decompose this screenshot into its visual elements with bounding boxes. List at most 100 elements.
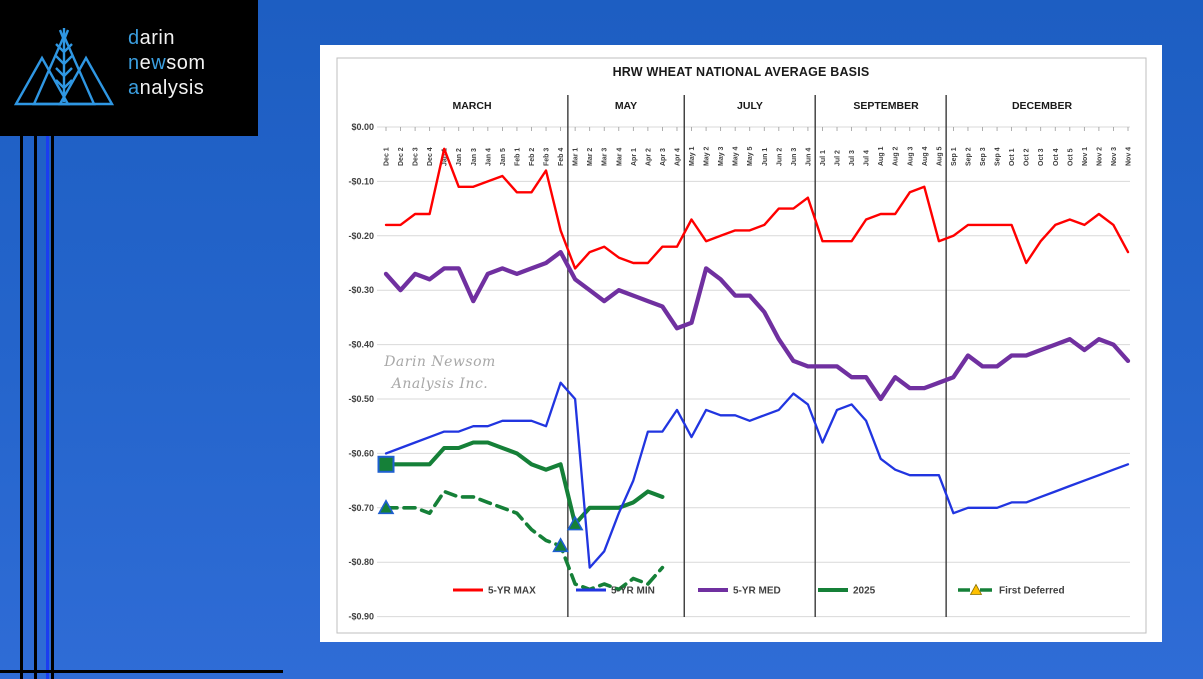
svg-text:Feb 3: Feb 3 <box>544 148 551 166</box>
svg-text:Mar 4: Mar 4 <box>616 148 623 166</box>
svg-text:JULY: JULY <box>737 100 763 112</box>
svg-text:May 2: May 2 <box>704 146 711 166</box>
chart-border <box>336 57 1147 634</box>
series-5-yr-med-line <box>383 249 1131 402</box>
svg-text:Jul 1: Jul 1 <box>820 150 827 166</box>
svg-text:May 5: May 5 <box>747 146 754 166</box>
svg-text:Jun 4: Jun 4 <box>805 148 812 166</box>
svg-text:Jun 2: Jun 2 <box>776 148 783 166</box>
svg-text:Aug 5: Aug 5 <box>936 146 943 166</box>
svg-text:Jun 1: Jun 1 <box>762 148 769 166</box>
svg-text:Aug 1: Aug 1 <box>878 146 885 166</box>
svg-text:Oct 5: Oct 5 <box>1067 148 1074 166</box>
svg-text:Dec 2: Dec 2 <box>398 147 405 166</box>
svg-text:Feb 4: Feb 4 <box>558 148 565 166</box>
svg-text:Apr 3: Apr 3 <box>660 148 667 166</box>
svg-text:Jul 3: Jul 3 <box>849 150 856 166</box>
svg-text:Sep 4: Sep 4 <box>995 147 1002 166</box>
company-logo: darin newsom analysis <box>0 0 258 136</box>
svg-text:Apr 2: Apr 2 <box>645 148 652 166</box>
series-5-yr-max-line <box>384 147 1130 270</box>
svg-text:$0.00: $0.00 <box>351 122 374 132</box>
y-axis-labels: $0.00 -$0.10 -$0.20 -$0.30 -$0.40 -$0.50 -$0.6… <box>348 122 374 622</box>
svg-text:May 4: May 4 <box>733 146 740 166</box>
chart-title: HRW WHEAT NATIONAL AVERAGE BASIS <box>612 65 870 79</box>
decorative-stripe <box>20 136 23 679</box>
watermark-line: Analysis Inc. <box>391 376 489 392</box>
chart-panel: HRW WHEAT NATIONAL AVERAGE BASIS Darin N… <box>320 45 1162 642</box>
svg-text:-$0.90: -$0.90 <box>348 612 374 622</box>
svg-text:Jan 1: Jan 1 <box>442 148 449 166</box>
svg-text:Dec 1: Dec 1 <box>384 147 391 166</box>
svg-text:May 1: May 1 <box>689 146 696 166</box>
svg-text:5-YR MIN: 5-YR MIN <box>611 586 655 597</box>
svg-text:Jan 3: Jan 3 <box>471 148 478 166</box>
svg-text:Jan 4: Jan 4 <box>485 148 492 166</box>
svg-text:SEPTEMBER: SEPTEMBER <box>853 100 919 112</box>
decorative-stripe <box>46 136 49 679</box>
svg-text:Sep 1: Sep 1 <box>951 147 958 166</box>
decorative-stripe <box>34 136 37 679</box>
svg-text:Oct 2: Oct 2 <box>1024 148 1031 166</box>
svg-text:May 3: May 3 <box>718 146 725 166</box>
mountains-wheat-icon <box>13 28 115 106</box>
series-markers <box>377 455 584 553</box>
svg-text:Mar 2: Mar 2 <box>587 148 594 166</box>
series-5-yr-min-line <box>384 381 1130 569</box>
svg-text:-$0.20: -$0.20 <box>348 231 374 241</box>
logo-line: newsom <box>128 52 206 74</box>
svg-text:MAY: MAY <box>615 100 637 112</box>
svg-text:Sep 3: Sep 3 <box>980 147 987 166</box>
svg-text:Jun 3: Jun 3 <box>791 148 798 166</box>
svg-text:DECEMBER: DECEMBER <box>1012 100 1073 112</box>
section-dividers <box>567 95 947 617</box>
svg-text:5-YR MED: 5-YR MED <box>733 586 781 597</box>
svg-text:First Deferred: First Deferred <box>999 586 1065 597</box>
section-labels: MARCH MAY JULY SEPTEMBER DECEMBER <box>452 100 1072 112</box>
x-axis-labels: Dec 1 Dec 2 Dec 3 Dec 4 Jan 1 Jan 2 Jan 3 Jan 4… <box>384 146 1133 166</box>
decorative-line <box>0 670 283 673</box>
svg-text:Nov 2: Nov 2 <box>1096 147 1103 166</box>
series-first-deferred-line <box>384 489 665 592</box>
svg-text:Oct 1: Oct 1 <box>1009 148 1016 166</box>
svg-text:Dec 4: Dec 4 <box>427 147 434 166</box>
watermark: Darin Newsom Analysis Inc. <box>350 351 530 395</box>
logo-line: analysis <box>128 77 205 99</box>
svg-text:Apr 1: Apr 1 <box>631 148 638 166</box>
svg-text:-$0.10: -$0.10 <box>348 176 374 186</box>
svg-text:-$0.30: -$0.30 <box>348 285 374 295</box>
svg-text:-$0.80: -$0.80 <box>348 557 374 567</box>
svg-text:Nov 4: Nov 4 <box>1125 147 1132 166</box>
svg-text:Aug 3: Aug 3 <box>907 146 914 166</box>
svg-text:Mar 1: Mar 1 <box>573 148 580 166</box>
svg-text:Dec 3: Dec 3 <box>413 147 420 166</box>
basis-line-chart: $0.00 -$0.10 -$0.20 -$0.30 -$0.40 -$0.50 -$0.6… <box>336 57 1147 634</box>
watermark-line: Darin Newsom <box>384 354 496 370</box>
svg-text:Apr 4: Apr 4 <box>674 148 681 166</box>
svg-text:Aug 2: Aug 2 <box>893 146 900 166</box>
svg-text:Feb 1: Feb 1 <box>514 148 521 166</box>
svg-text:-$0.40: -$0.40 <box>348 340 374 350</box>
svg-text:Nov 3: Nov 3 <box>1111 147 1118 166</box>
svg-text:Nov 1: Nov 1 <box>1082 147 1089 166</box>
svg-text:5-YR MAX: 5-YR MAX <box>488 586 536 597</box>
svg-text:-$0.60: -$0.60 <box>348 448 374 458</box>
svg-text:Jan 2: Jan 2 <box>456 148 463 166</box>
svg-text:Mar 3: Mar 3 <box>602 148 609 166</box>
svg-text:Sep 2: Sep 2 <box>965 147 972 166</box>
logo-wordmark: darin newsom analysis <box>128 26 206 101</box>
svg-text:Oct 4: Oct 4 <box>1053 148 1060 166</box>
x-axis-ticks <box>385 127 1129 131</box>
svg-text:Jul 2: Jul 2 <box>835 150 842 166</box>
svg-text:Jul 4: Jul 4 <box>864 150 871 166</box>
svg-text:MARCH: MARCH <box>452 100 491 112</box>
logo-line: darin <box>128 27 175 49</box>
y-gridlines <box>377 126 1130 618</box>
svg-text:Jan 5: Jan 5 <box>500 148 507 166</box>
chart-legend: 5-YR MAX 5-YR MIN 5-YR MED 2025 First Deferr… <box>453 583 1065 597</box>
decorative-stripe <box>51 136 54 679</box>
svg-text:Feb 2: Feb 2 <box>529 148 536 166</box>
svg-text:-$0.70: -$0.70 <box>348 503 374 513</box>
svg-text:2025: 2025 <box>853 586 876 597</box>
